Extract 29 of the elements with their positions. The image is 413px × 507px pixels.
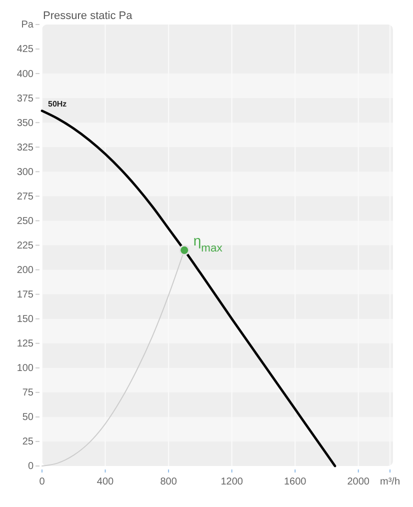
y-tick-label: 175 [16,290,34,301]
x-tick-label: 1600 [284,476,307,488]
series-label: η$_{max}$ [193,232,223,255]
y-tick-label: 0 [28,461,34,472]
x-tick-label: m³/h [380,476,400,488]
x-tick-label: 1200 [220,476,244,488]
y-tick-label: 275 [16,191,34,202]
y-tick-label: Pa [21,20,34,31]
y-tick-label: 150 [16,314,34,326]
y-tick-label: 300 [16,166,34,178]
y-tick-label: 200 [16,264,34,276]
y-tick-label: 400 [16,68,34,80]
y-tick-label: 125 [16,338,34,350]
y-axis-title: Pressure static Pa [43,10,134,22]
x-tick-label: 0 [39,476,46,488]
y-tick-label: 50 [22,412,34,424]
y-tick-label: 425 [16,44,34,56]
y-tick-label: 350 [16,118,34,129]
series-label: 50Hz [48,99,67,108]
x-tick-label: 2000 [347,476,370,488]
x-tick-label: 800 [160,476,178,488]
y-tick-label: 75 [22,388,34,399]
y-tick-label: 375 [16,93,34,104]
y-tick-label: 225 [16,240,34,252]
x-tick-label: 400 [96,476,114,488]
y-tick-label: 100 [16,363,34,374]
y-tick-label: 250 [16,216,34,227]
y-tick-label: 325 [16,142,34,154]
y-tick-label: 25 [22,436,34,448]
